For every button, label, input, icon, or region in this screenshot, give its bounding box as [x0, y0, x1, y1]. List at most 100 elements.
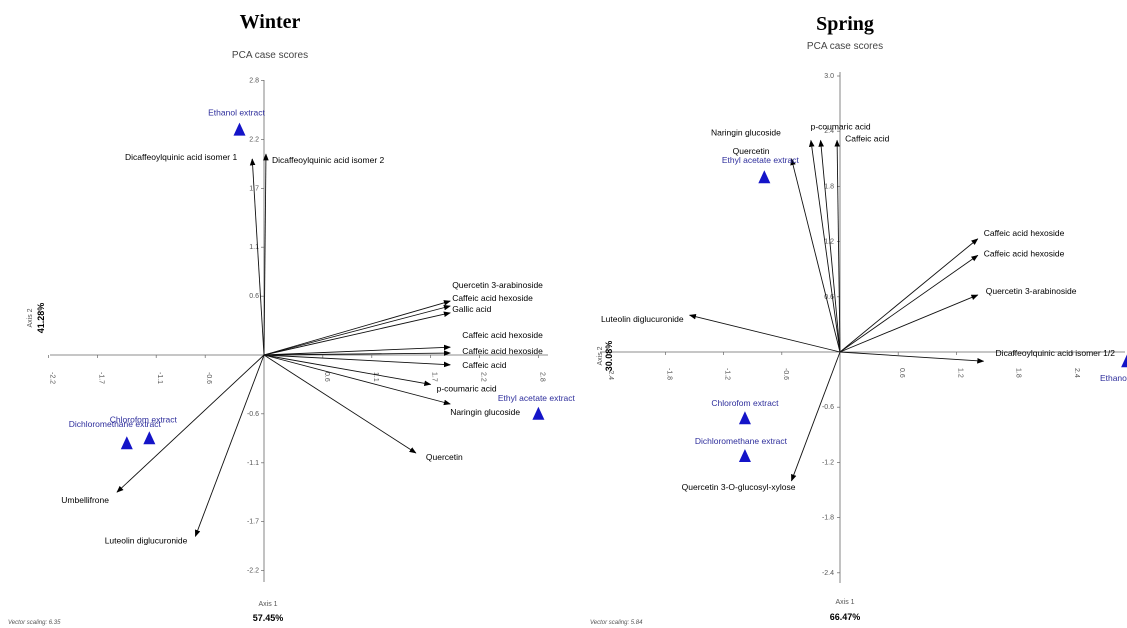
y-tick-label: -0.6 [822, 404, 834, 411]
x-tick-label: -1.1 [156, 372, 163, 384]
x-tick-label: -1.7 [97, 372, 104, 384]
loading-vector-arrow [263, 354, 451, 368]
season-title: Winter [240, 11, 301, 33]
x-axis-label: Axis 1 [835, 599, 854, 606]
case-score-triangle [532, 406, 545, 420]
y-variance: 41.28% [36, 303, 46, 334]
vector-label: Luteolin diglucuronide [105, 535, 188, 545]
case-score-triangle [738, 411, 751, 425]
vector-label: Quercetin [426, 452, 463, 462]
x-tick-label: 2.2 [480, 372, 487, 382]
y-axis-label: Axis 2 [27, 308, 34, 327]
loading-vector-arrow [263, 354, 451, 406]
x-tick-label: 2.4 [1073, 368, 1080, 378]
vector-label: Caffeic acid hexoside [452, 293, 533, 303]
chart-title: PCA case scores [232, 50, 308, 61]
vector-label: Quercetin 3-arabinoside [986, 286, 1077, 296]
loading-vector-arrow [839, 294, 979, 353]
case-label: Chlorofom extract [711, 398, 779, 408]
x-tick-label: -2.2 [48, 372, 55, 384]
case-score-triangle [143, 431, 156, 445]
x-tick-label: 1.7 [431, 372, 438, 382]
x-variance: 66.47% [830, 612, 861, 622]
vector-label: p-coumaric acid [811, 121, 871, 131]
vector-scaling: Vector scaling: 5.84 [590, 620, 643, 626]
x-axis-label: Axis 1 [258, 601, 277, 608]
x-tick-label: 1.8 [1015, 368, 1022, 378]
y-tick-label: 0.6 [824, 294, 834, 301]
y-variance: 30.08% [604, 341, 614, 372]
y-tick-label: -1.1 [247, 460, 259, 467]
x-tick-label: 1.1 [372, 372, 379, 382]
y-tick-label: -1.2 [822, 459, 834, 466]
case-score-triangle [738, 448, 751, 462]
vector-label: p-coumaric acid [437, 383, 497, 393]
y-tick-label: 2.8 [249, 78, 259, 85]
case-score-triangle [1121, 354, 1127, 368]
vector-label: Caffeic acid hexoside [462, 330, 543, 340]
y-tick-label: -2.4 [822, 570, 834, 577]
winter-biplot: Winter PCA case scores -2.2 -1.7 -1.1 -0.6 0.6… [8, 11, 576, 626]
x-tick-label: -0.6 [205, 372, 212, 384]
loading-vector-arrow [263, 344, 451, 356]
loading-vector-arrow [808, 139, 841, 353]
case-label: Ethanol extract [208, 108, 265, 118]
loading-vector-arrow [790, 158, 841, 353]
y-tick-label: 1.1 [249, 244, 259, 251]
case-label: Dichloromethane extract [695, 436, 788, 446]
loading-vector-arrow [116, 354, 265, 493]
x-tick-label: -2.4 [607, 368, 614, 380]
loading-vector-arrow [263, 304, 451, 356]
loading-vector-arrow [839, 351, 985, 364]
loading-vector-arrow [839, 238, 979, 353]
loading-vector-arrow [263, 300, 451, 356]
loading-vector-arrow [818, 139, 841, 353]
loading-vector-arrow [263, 350, 451, 356]
vector-label: Gallic acid [452, 304, 491, 314]
case-score-triangle [233, 122, 246, 136]
loading-vector-arrow [194, 354, 265, 537]
vector-label: Quercetin [733, 146, 770, 156]
case-label: Ethanol extrac [1100, 373, 1127, 383]
loading-vector-arrow [263, 354, 432, 387]
y-axis-label: Axis 2 [597, 346, 604, 365]
vector-label: Caffeic acid [845, 133, 890, 143]
y-tick-label: -1.7 [247, 519, 259, 526]
y-tick-label: 2.2 [249, 136, 259, 143]
x-tick-label: 2.8 [538, 372, 545, 382]
loading-vector-arrow [791, 351, 841, 482]
loading-vector-arrow [839, 254, 979, 353]
y-tick-label: 1.2 [824, 239, 834, 246]
vector-label: Luteolin diglucuronide [601, 314, 684, 324]
y-tick-label: 0.6 [249, 293, 259, 300]
case-score-triangle [758, 170, 771, 184]
loading-vector-arrow [263, 311, 451, 356]
y-tick-label: 3.0 [824, 73, 834, 80]
vector-label: Quercetin 3-arabinoside [452, 280, 543, 290]
case-label: Dichloromethane extract [69, 419, 162, 429]
x-tick-label: 1.2 [956, 368, 963, 378]
vector-label: Umbellifrone [61, 495, 109, 505]
y-tick-label: -0.6 [247, 411, 259, 418]
season-title: Spring [816, 13, 874, 35]
vector-label: Quercetin 3-O-glucosyl-xylose [682, 482, 796, 492]
spring-biplot: Spring PCA case scores -2.4 -1.8 -1.2 -0.6 0.6… [590, 13, 1127, 626]
vector-label: Dicaffeoylquinic acid isomer 1 [125, 152, 238, 162]
chart-title: PCA case scores [807, 41, 883, 52]
x-tick-label: 0.6 [898, 368, 905, 378]
vector-label: Caffeic acid [462, 360, 507, 370]
y-tick-label: -2.2 [247, 568, 259, 575]
x-tick-label: -1.8 [665, 368, 672, 380]
case-label: Ethyl acetate extract [498, 393, 576, 403]
vector-label: Dicaffeoylquinic acid isomer 1/2 [996, 348, 1116, 358]
case-label: Ethyl acetate extract [722, 155, 800, 165]
vector-label: Caffeic acid hexoside [984, 248, 1065, 258]
x-variance: 57.45% [253, 613, 284, 623]
vector-label: Dicaffeoylquinic acid isomer 2 [272, 155, 385, 165]
x-tick-label: -1.2 [724, 368, 731, 380]
y-tick-label: -1.8 [822, 515, 834, 522]
vector-scaling: Vector scaling: 6.35 [8, 620, 61, 626]
loading-vector-arrow [834, 139, 841, 353]
loading-vector-arrow [263, 153, 269, 356]
